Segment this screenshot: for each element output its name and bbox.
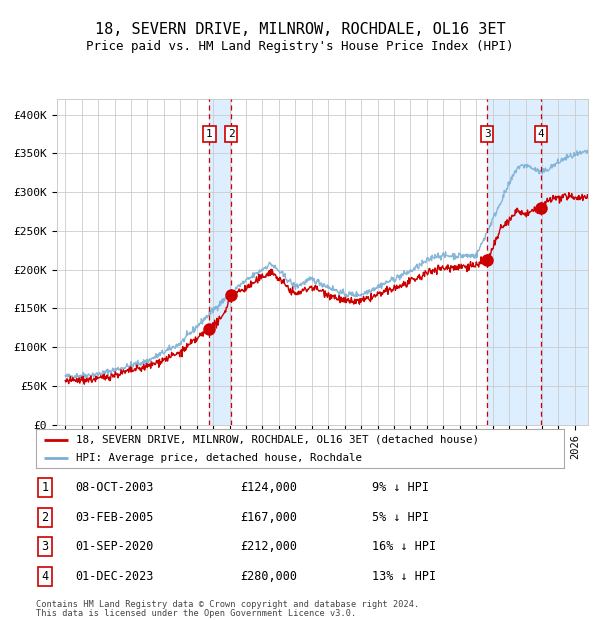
Text: 08-OCT-2003: 08-OCT-2003 — [75, 481, 154, 494]
Text: 4: 4 — [41, 570, 49, 583]
Text: 03-FEB-2005: 03-FEB-2005 — [75, 511, 154, 523]
Text: 3: 3 — [484, 129, 491, 139]
Text: £124,000: £124,000 — [240, 481, 297, 494]
Text: 18, SEVERN DRIVE, MILNROW, ROCHDALE, OL16 3ET (detached house): 18, SEVERN DRIVE, MILNROW, ROCHDALE, OL1… — [76, 435, 479, 445]
Text: 5% ↓ HPI: 5% ↓ HPI — [372, 511, 429, 523]
Text: 01-DEC-2023: 01-DEC-2023 — [75, 570, 154, 583]
Bar — [487, 99, 588, 425]
Text: Price paid vs. HM Land Registry's House Price Index (HPI): Price paid vs. HM Land Registry's House … — [86, 40, 514, 53]
Text: 01-SEP-2020: 01-SEP-2020 — [75, 541, 154, 553]
Text: 2: 2 — [41, 511, 49, 523]
Text: £280,000: £280,000 — [240, 570, 297, 583]
Text: HPI: Average price, detached house, Rochdale: HPI: Average price, detached house, Roch… — [76, 453, 362, 463]
Text: Contains HM Land Registry data © Crown copyright and database right 2024.: Contains HM Land Registry data © Crown c… — [36, 600, 419, 609]
Text: 2: 2 — [228, 129, 235, 139]
Text: 16% ↓ HPI: 16% ↓ HPI — [372, 541, 436, 553]
Text: 1: 1 — [41, 481, 49, 494]
Bar — [209, 99, 231, 425]
Text: £212,000: £212,000 — [240, 541, 297, 553]
Text: 4: 4 — [537, 129, 544, 139]
Text: This data is licensed under the Open Government Licence v3.0.: This data is licensed under the Open Gov… — [36, 609, 356, 618]
Text: 18, SEVERN DRIVE, MILNROW, ROCHDALE, OL16 3ET: 18, SEVERN DRIVE, MILNROW, ROCHDALE, OL1… — [95, 22, 505, 37]
Text: 13% ↓ HPI: 13% ↓ HPI — [372, 570, 436, 583]
Bar — [541, 99, 588, 425]
Text: 1: 1 — [206, 129, 213, 139]
Text: £167,000: £167,000 — [240, 511, 297, 523]
Text: 3: 3 — [41, 541, 49, 553]
Text: 9% ↓ HPI: 9% ↓ HPI — [372, 481, 429, 494]
